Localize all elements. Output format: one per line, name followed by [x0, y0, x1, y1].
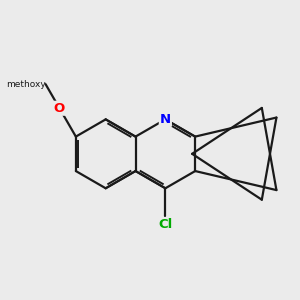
Text: N: N: [160, 113, 171, 126]
Text: methoxy: methoxy: [6, 80, 46, 89]
Text: O: O: [54, 102, 65, 115]
Text: Cl: Cl: [158, 218, 172, 231]
